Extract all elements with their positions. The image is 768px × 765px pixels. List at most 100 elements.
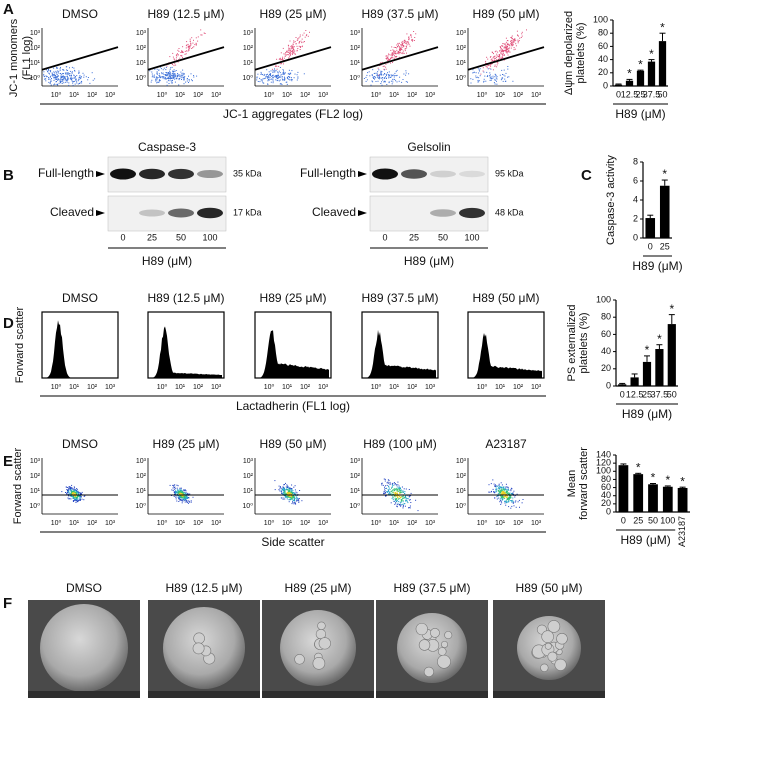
event-dot <box>504 497 506 499</box>
event-dot <box>504 487 506 489</box>
decade-tick-label: 10³ <box>105 92 116 99</box>
event-dot <box>369 75 371 77</box>
event-dot <box>179 499 181 501</box>
event-dot <box>494 65 496 67</box>
event-dot <box>73 490 75 491</box>
event-dot <box>504 47 506 49</box>
event-dot <box>72 492 74 494</box>
event-dot <box>393 488 395 490</box>
decade-tick-label: 10³ <box>30 458 41 465</box>
event-dot <box>78 495 80 497</box>
event-dot <box>156 77 158 79</box>
event-dot <box>491 78 493 80</box>
event-dot <box>398 489 400 491</box>
event-dot <box>280 83 282 84</box>
event-dot <box>78 76 80 78</box>
event-dot <box>500 487 502 489</box>
sem-bleb <box>430 627 440 638</box>
x-axis-label: H89 (μM) <box>622 407 672 421</box>
event-dot <box>292 495 294 497</box>
event-dot <box>508 44 510 46</box>
event-dot <box>377 75 379 77</box>
kda-label: 48 kDa <box>495 207 524 217</box>
blot-arrow <box>358 210 367 216</box>
event-dot <box>68 84 70 86</box>
event-dot <box>489 75 490 77</box>
event-dot <box>73 74 75 76</box>
event-dot <box>398 80 400 82</box>
sem-bleb <box>312 657 326 670</box>
event-dot <box>72 491 73 493</box>
event-dot <box>386 84 388 85</box>
event-dot <box>501 69 503 71</box>
event-dot <box>160 68 162 70</box>
event-dot <box>508 51 510 53</box>
event-dot <box>503 43 505 45</box>
event-dot <box>62 69 64 71</box>
event-dot <box>182 492 184 494</box>
event-dot <box>402 52 404 54</box>
event-dot <box>272 71 274 73</box>
event-dot <box>288 491 289 493</box>
event-dot <box>511 500 513 501</box>
y-tick-label: 2 <box>633 213 638 223</box>
event-dot <box>267 78 269 80</box>
event-dot <box>284 498 286 500</box>
event-dot <box>189 46 191 48</box>
event-dot <box>394 503 396 505</box>
event-dot <box>498 54 500 56</box>
event-dot <box>366 74 368 76</box>
event-dot <box>151 79 153 81</box>
event-dot <box>479 75 481 77</box>
event-dot <box>405 46 407 48</box>
event-dot <box>502 53 504 55</box>
event-dot <box>506 49 507 51</box>
event-dot <box>303 73 305 75</box>
bar <box>625 80 634 86</box>
event-dot <box>183 76 185 78</box>
event-dot <box>70 488 72 489</box>
event-dot <box>71 80 73 82</box>
event-dot <box>197 36 199 38</box>
event-dot <box>518 40 520 42</box>
event-dot <box>401 46 403 48</box>
event-dot <box>501 51 503 53</box>
event-dot <box>43 75 45 77</box>
event-dot <box>399 491 401 493</box>
event-dot <box>72 81 74 83</box>
event-dot <box>168 78 170 80</box>
event-dot <box>67 77 69 79</box>
event-dot <box>181 73 183 75</box>
event-dot <box>183 489 185 491</box>
event-dot <box>151 76 153 78</box>
event-dot <box>290 48 292 50</box>
event-dot <box>293 50 295 52</box>
event-dot <box>484 75 486 77</box>
event-dot <box>279 486 281 488</box>
event-dot <box>59 69 61 71</box>
event-dot <box>383 78 385 79</box>
flow-plot <box>148 484 224 504</box>
event-dot <box>266 76 268 78</box>
event-dot <box>496 83 498 85</box>
event-dot <box>490 78 492 80</box>
event-dot <box>296 50 298 52</box>
event-dot <box>73 500 75 501</box>
event-dot <box>392 61 393 63</box>
event-dot <box>72 496 74 498</box>
event-dot <box>396 486 398 488</box>
event-dot <box>289 56 291 58</box>
event-dot <box>395 71 397 73</box>
event-dot <box>301 38 303 40</box>
event-dot <box>405 81 407 83</box>
event-dot <box>190 73 192 75</box>
event-dot <box>515 43 517 45</box>
y-tick-label: 80 <box>601 474 611 484</box>
event-dot <box>493 491 495 493</box>
flow-plot <box>257 330 329 378</box>
decade-tick-label: 10⁰ <box>455 502 466 510</box>
event-dot <box>165 77 166 79</box>
event-dot <box>501 49 503 51</box>
decade-tick-label: 10² <box>136 45 147 52</box>
event-dot <box>393 50 394 52</box>
